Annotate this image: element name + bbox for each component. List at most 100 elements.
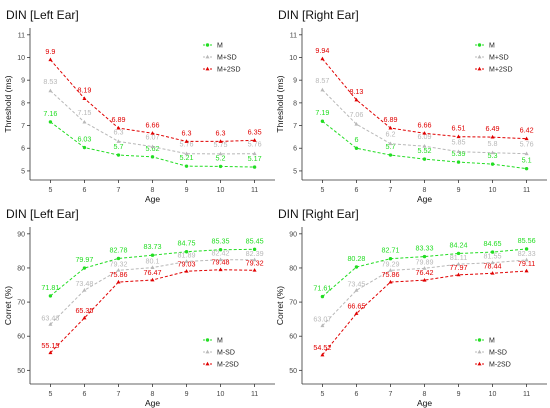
data-point-M	[524, 166, 529, 171]
data-label-M: 83.33	[416, 244, 434, 253]
data-label-M-2SD: 78.44	[484, 261, 502, 270]
data-label-M+SD: 5.85	[452, 138, 466, 147]
y-tick-label: 8	[293, 100, 297, 107]
data-point-M+SD	[150, 144, 155, 149]
data-label-M: 80.28	[347, 254, 365, 263]
data-point-M+2SD	[456, 134, 461, 139]
data-point-M	[354, 146, 359, 150]
data-point-M+SD	[354, 121, 359, 126]
legend-marker-M	[477, 43, 482, 47]
y-tick-label: 90	[289, 231, 297, 238]
y-tick-label: 10	[17, 55, 25, 62]
x-tick-label: 11	[251, 391, 258, 398]
data-point-M	[252, 165, 257, 169]
legend-label-M+2SD: M+2SD	[217, 67, 241, 74]
data-point-M-SD	[388, 268, 393, 272]
x-axis-label: Age	[145, 194, 160, 204]
legend-label-M: M	[217, 43, 223, 50]
data-label-M+SD: 6.3	[113, 127, 123, 136]
data-label-M: 5.39	[452, 149, 466, 158]
data-point-M	[150, 155, 155, 159]
chart-title: DIN [Left Ear]	[6, 8, 79, 22]
data-point-M+SD	[524, 151, 529, 156]
legend-label-M+SD: M+SD	[217, 55, 237, 62]
data-point-M-SD	[218, 257, 223, 262]
chart-panel-3: DIN [Left Ear] 50 60 70 80 90 5 6 7 8 9 10 11 Age Corr…	[3, 207, 275, 408]
x-axis-label: Age	[417, 398, 432, 408]
x-tick-label: 10	[217, 391, 225, 398]
legend-label-M: M	[217, 338, 223, 345]
data-point-M	[218, 247, 223, 252]
data-label-M+SD: 5.75	[214, 140, 228, 149]
data-point-M+SD	[456, 149, 461, 154]
data-point-M-SD	[150, 265, 155, 270]
data-point-M+SD	[320, 87, 325, 92]
x-tick-label: 9	[185, 391, 189, 398]
data-label-M+2SD: 6.3	[182, 128, 192, 137]
data-label-M+2SD: 6.89	[111, 115, 125, 124]
data-label-M: 5.3	[488, 151, 498, 160]
y-tick-label: 70	[289, 300, 297, 307]
chart-title: DIN [Right Ear]	[278, 207, 359, 221]
y-tick-label: 5	[293, 168, 297, 175]
data-point-M+SD	[48, 88, 53, 93]
data-label-M: 79.97	[75, 255, 93, 264]
data-point-M	[116, 256, 121, 261]
y-tick-label: 60	[289, 334, 297, 341]
data-label-M-2SD: 75.86	[109, 270, 127, 279]
data-point-M+SD	[490, 150, 495, 155]
legend-marker-M-2SD	[205, 361, 210, 366]
data-point-M+2SD	[252, 138, 257, 142]
chart-panel-2: DIN [Right Ear] 5 6 7 8 9 10 11 5 6 7 8 9 10 11 Age Thre…	[275, 8, 547, 204]
chart-panel-4: DIN [Right Ear] 50 60 70 80 90 5 6 7 8 9 10 11 Age Cor…	[275, 207, 547, 408]
y-tick-label: 11	[290, 32, 297, 39]
data-point-M+2SD	[388, 125, 393, 130]
legend-marker-M-2SD	[477, 361, 482, 366]
data-label-M-2SD: 54.52	[313, 343, 331, 352]
data-point-M+2SD	[490, 134, 495, 139]
data-label-M-2SD: 77.97	[450, 263, 468, 272]
data-point-M+2SD	[320, 56, 325, 61]
data-label-M+SD: 6.09	[418, 132, 432, 141]
data-label-M+SD: 5.76	[248, 140, 262, 149]
data-point-M+2SD	[184, 139, 189, 143]
data-point-M-2SD	[82, 315, 87, 320]
legend-label-M-SD: M-SD	[489, 350, 507, 357]
y-tick-label: 11	[18, 32, 25, 39]
data-point-M-2SD	[184, 269, 189, 273]
data-label-M+2SD: 9.94	[315, 46, 329, 55]
data-point-M-2SD	[252, 268, 257, 272]
data-point-M-SD	[354, 288, 359, 292]
data-label-M: 6.03	[77, 135, 91, 144]
data-point-M+2SD	[354, 97, 359, 102]
chart-panel-1: DIN [Left Ear] 5 6 7 8 9 10 11 5 6 7 8 9 10 11 Age Thres…	[3, 8, 275, 204]
data-label-M: 83.73	[144, 242, 162, 251]
data-point-M+2SD	[150, 131, 155, 135]
data-label-M: 6	[354, 135, 358, 144]
data-point-M+2SD	[524, 136, 529, 141]
y-tick-label: 7	[21, 123, 25, 130]
data-label-M-SD: 82.33	[518, 249, 536, 258]
data-point-M-2SD	[354, 311, 359, 315]
data-label-M: 5.17	[248, 154, 262, 163]
data-label-M-2SD: 65.35	[75, 306, 93, 315]
y-tick-label: 8	[21, 100, 25, 107]
data-point-M-2SD	[150, 277, 155, 282]
data-point-M+SD	[184, 151, 189, 156]
data-label-M+SD: 5.76	[520, 140, 534, 149]
data-label-M-SD: 79.89	[416, 257, 434, 266]
data-point-M-SD	[490, 260, 495, 265]
legend-label-M: M	[489, 338, 495, 345]
data-point-M+2SD	[48, 57, 53, 62]
data-point-M	[116, 153, 121, 157]
data-point-M-SD	[48, 322, 53, 326]
y-tick-label: 70	[17, 300, 25, 307]
data-point-M	[490, 162, 495, 166]
data-point-M-2SD	[116, 279, 121, 284]
data-label-M-2SD: 75.86	[381, 270, 399, 279]
data-point-M	[82, 145, 87, 150]
y-tick-label: 9	[293, 78, 297, 85]
y-axis-label: Corret (%)	[3, 286, 13, 325]
x-tick-label: 10	[489, 187, 497, 194]
